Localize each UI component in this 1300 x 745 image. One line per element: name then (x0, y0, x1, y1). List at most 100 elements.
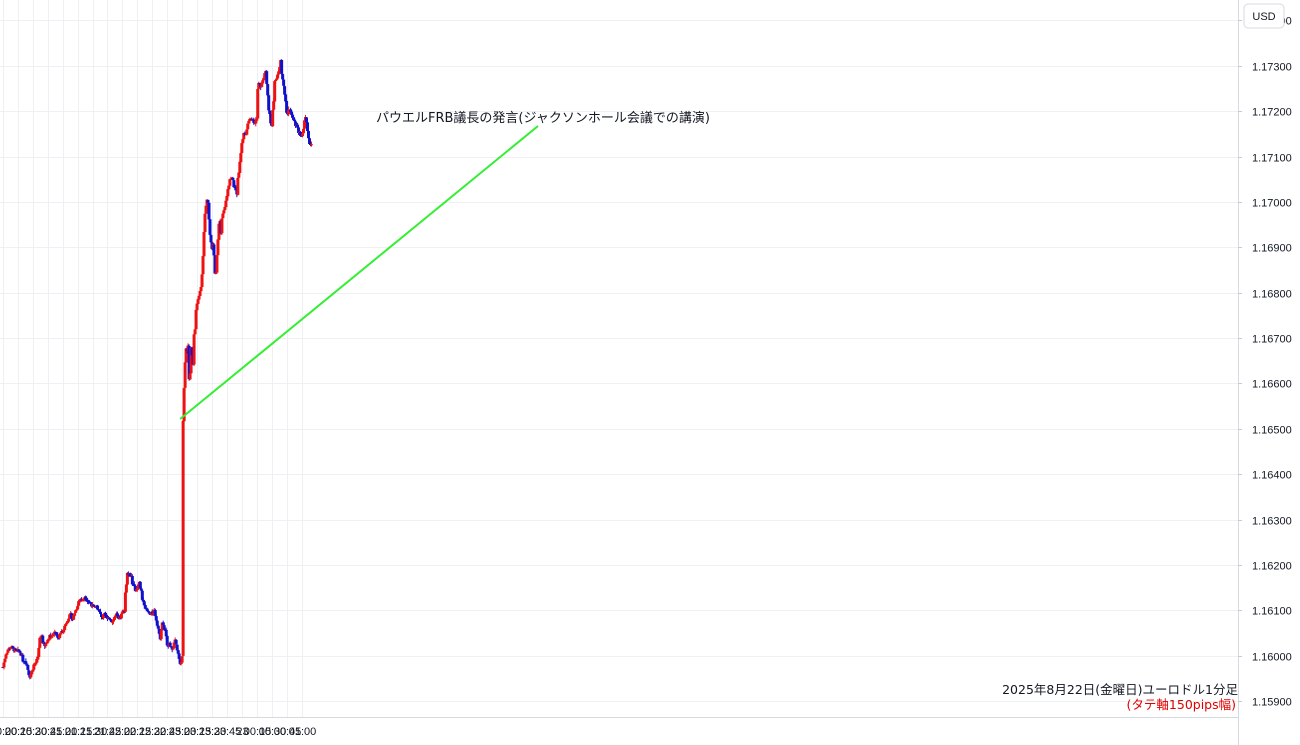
chart-caption-note: (タテ軸150pips幅) (1127, 697, 1236, 712)
candle-body (239, 153, 243, 163)
time-axis-tick-label: 21:00 (50, 726, 78, 738)
candle-body (24, 661, 28, 665)
price-axis-tick-label: 1.17000 (1252, 198, 1292, 210)
candle-body (193, 329, 197, 335)
candle-body (124, 584, 128, 593)
candle-body (112, 617, 116, 621)
candle-body (150, 611, 154, 614)
candle-body (139, 588, 143, 591)
candle-body (4, 654, 8, 659)
candle-body (138, 581, 142, 589)
time-axis-tick-label: 00:45 (274, 726, 302, 738)
candle-body (308, 138, 311, 144)
candle-body (77, 601, 81, 606)
candle-body (192, 334, 196, 365)
candle-body (272, 101, 276, 110)
candle-body (132, 584, 136, 587)
time-axis-tick-label: 23:30 (199, 726, 227, 738)
candle-body (56, 634, 60, 638)
price-axis-tick-label: 1.17300 (1252, 62, 1292, 74)
time-axis[interactable]: 20:0020:1520:3020:4521:0021:1521:3021:45… (0, 726, 316, 738)
candle-body (273, 81, 277, 102)
candle-body (225, 196, 229, 201)
candle-body (291, 114, 295, 118)
candle-body (309, 144, 313, 146)
candle-body (209, 234, 213, 243)
candle-body (201, 256, 205, 275)
candle-body (283, 86, 287, 95)
candle-body (47, 639, 51, 641)
candle-body (151, 612, 155, 614)
candle-body (107, 617, 111, 620)
candle-body (236, 177, 240, 195)
candle-body (200, 274, 204, 288)
candle-body (176, 650, 180, 654)
candle-body (113, 615, 117, 617)
candle-body (207, 202, 211, 220)
candle-body (267, 95, 271, 111)
candle-body (31, 669, 35, 672)
candle-body (115, 613, 119, 616)
candle-body (162, 625, 166, 630)
candle-body (275, 78, 279, 80)
candle-body (187, 345, 191, 380)
candle-body (237, 172, 241, 178)
candle-body (19, 652, 23, 656)
currency-badge[interactable] (1243, 3, 1285, 29)
time-axis-tick-label: 20:30 (20, 726, 48, 738)
time-axis-tick-label: 00:15 (244, 726, 272, 738)
candle-body (177, 653, 181, 659)
time-axis-tick-label: 00:30 (259, 726, 287, 738)
price-axis-tick-label: 1.17200 (1252, 107, 1292, 119)
candle-body (80, 599, 84, 601)
candle-body (194, 309, 198, 329)
candle-body (125, 572, 129, 585)
candle-body (142, 601, 146, 606)
price-axis-tick-label: 1.16200 (1252, 561, 1292, 573)
candle-body (44, 644, 48, 647)
candle-body (293, 119, 297, 122)
time-axis-tick-label: 23:00 (169, 726, 197, 738)
candle-body (18, 650, 22, 653)
candle-body (179, 662, 183, 664)
candle-body (147, 611, 151, 614)
candle-body (130, 576, 134, 585)
candle-body (206, 199, 210, 203)
candle-body (190, 347, 194, 356)
candle-body (171, 648, 175, 650)
candle-body (302, 128, 306, 134)
candle-body (300, 135, 304, 137)
candle-body (93, 605, 97, 607)
candle-body (128, 573, 132, 577)
candle-body (78, 600, 82, 602)
candle-body (238, 161, 242, 173)
candle-body (204, 205, 208, 214)
candle-body (246, 123, 250, 130)
candle-body (226, 189, 230, 197)
candle-body (73, 613, 77, 616)
candle-body (76, 606, 80, 610)
time-axis-tick-label: 22:45 (154, 726, 182, 738)
candle-body (66, 621, 70, 623)
price-axis-tick-label: 1.16600 (1252, 379, 1292, 391)
time-axis-tick-label: 22:00 (109, 726, 137, 738)
time-axis-tick-label: 20:15 (5, 726, 33, 738)
price-axis-tick-label: 1.17100 (1252, 153, 1292, 165)
candle-body (155, 620, 159, 626)
candle-body (196, 299, 200, 304)
candle-body (266, 84, 270, 96)
candle-body (5, 653, 9, 655)
candle-body (32, 664, 36, 670)
candle-body (29, 674, 33, 678)
candle-body (278, 67, 282, 72)
candle-body (9, 647, 13, 649)
candle-body (228, 179, 232, 186)
time-axis-tick-label: 20:00 (0, 726, 17, 738)
price-axis-tick-label: 1.16800 (1252, 289, 1292, 301)
candle-body (163, 629, 167, 631)
candle-body (27, 670, 31, 676)
candle-body (58, 634, 62, 638)
candle-body (153, 610, 157, 616)
candle-body (231, 177, 235, 180)
